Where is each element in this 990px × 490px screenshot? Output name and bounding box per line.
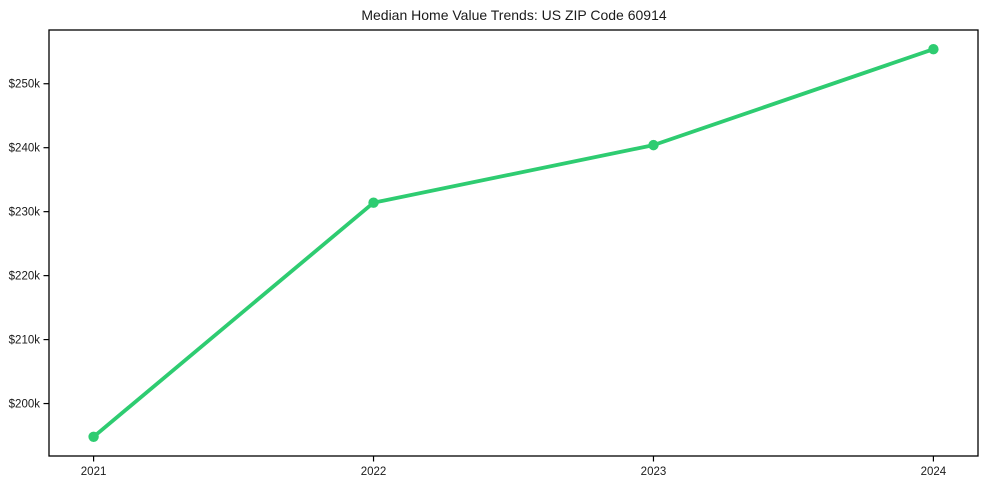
data-point-marker: [368, 197, 379, 208]
y-tick-label: $200k: [9, 399, 41, 411]
plot-frame: [48, 29, 979, 457]
x-tick-label: 2024: [921, 466, 947, 478]
data-point-marker: [88, 431, 99, 443]
y-tick-label: $210k: [9, 335, 41, 347]
x-tick-label: 2023: [641, 466, 667, 478]
y-tick-label: $240k: [9, 143, 41, 155]
x-tick-label: 2022: [361, 466, 387, 478]
y-tick-label: $250k: [9, 79, 41, 91]
data-point-marker: [928, 43, 939, 55]
y-tick-label: $220k: [9, 271, 41, 283]
chart-title: Median Home Value Trends: US ZIP Code 60…: [361, 7, 667, 23]
data-point-marker: [648, 139, 659, 151]
trend-line: [91, 47, 936, 439]
x-tick-label: 2021: [81, 466, 107, 478]
y-tick-label: $230k: [9, 207, 41, 219]
